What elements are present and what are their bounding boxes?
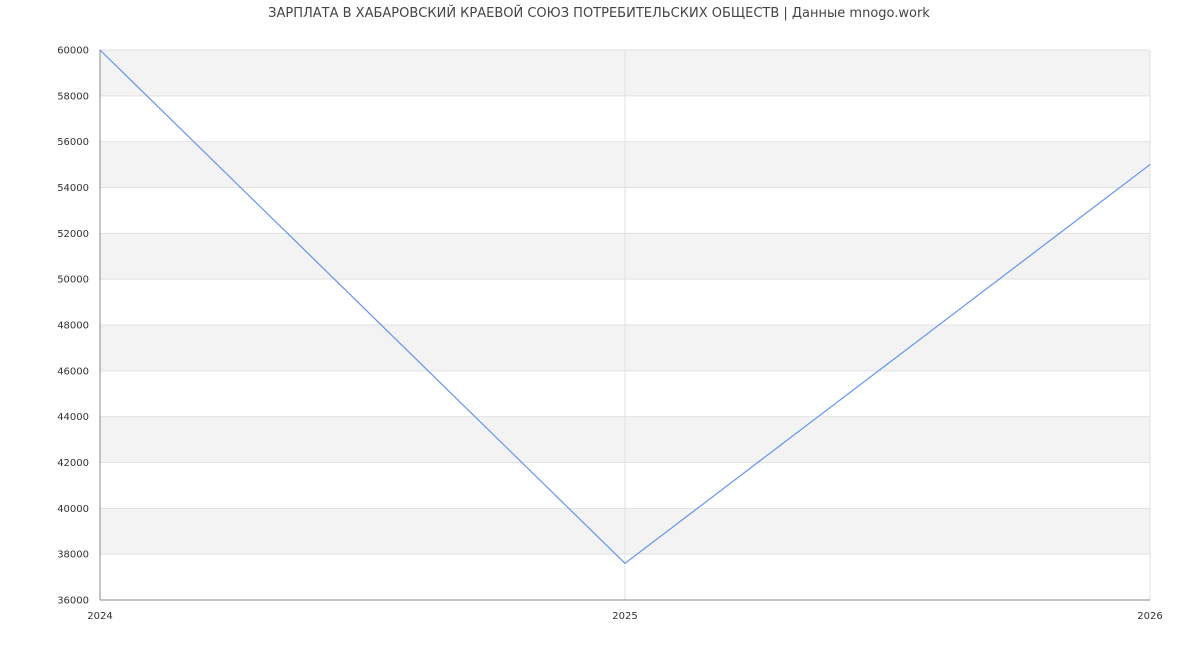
x-tick-label: 2026 — [1137, 611, 1162, 622]
y-tick-label: 58000 — [57, 91, 89, 102]
y-tick-label: 38000 — [57, 550, 89, 561]
y-tick-label: 48000 — [57, 321, 89, 332]
y-tick-label: 40000 — [57, 504, 89, 515]
x-tick-label: 2024 — [87, 611, 112, 622]
y-tick-label: 60000 — [57, 46, 89, 57]
y-tick-label: 52000 — [57, 229, 89, 240]
data-point — [624, 562, 626, 564]
chart-title: ЗАРПЛАТА В ХАБАРОВСКИЙ КРАЕВОЙ СОЮЗ ПОТР… — [268, 6, 930, 21]
y-tick-label: 50000 — [57, 275, 89, 286]
data-point — [1149, 163, 1151, 166]
y-tick-label: 56000 — [57, 137, 89, 148]
x-tick-label: 2025 — [612, 611, 637, 622]
y-tick-label: 54000 — [57, 183, 89, 194]
y-tick-label: 36000 — [57, 596, 89, 607]
y-tick-label: 42000 — [57, 458, 89, 469]
y-tick-label: 44000 — [57, 412, 89, 423]
y-tick-label: 46000 — [57, 366, 89, 377]
data-point — [99, 49, 101, 51]
